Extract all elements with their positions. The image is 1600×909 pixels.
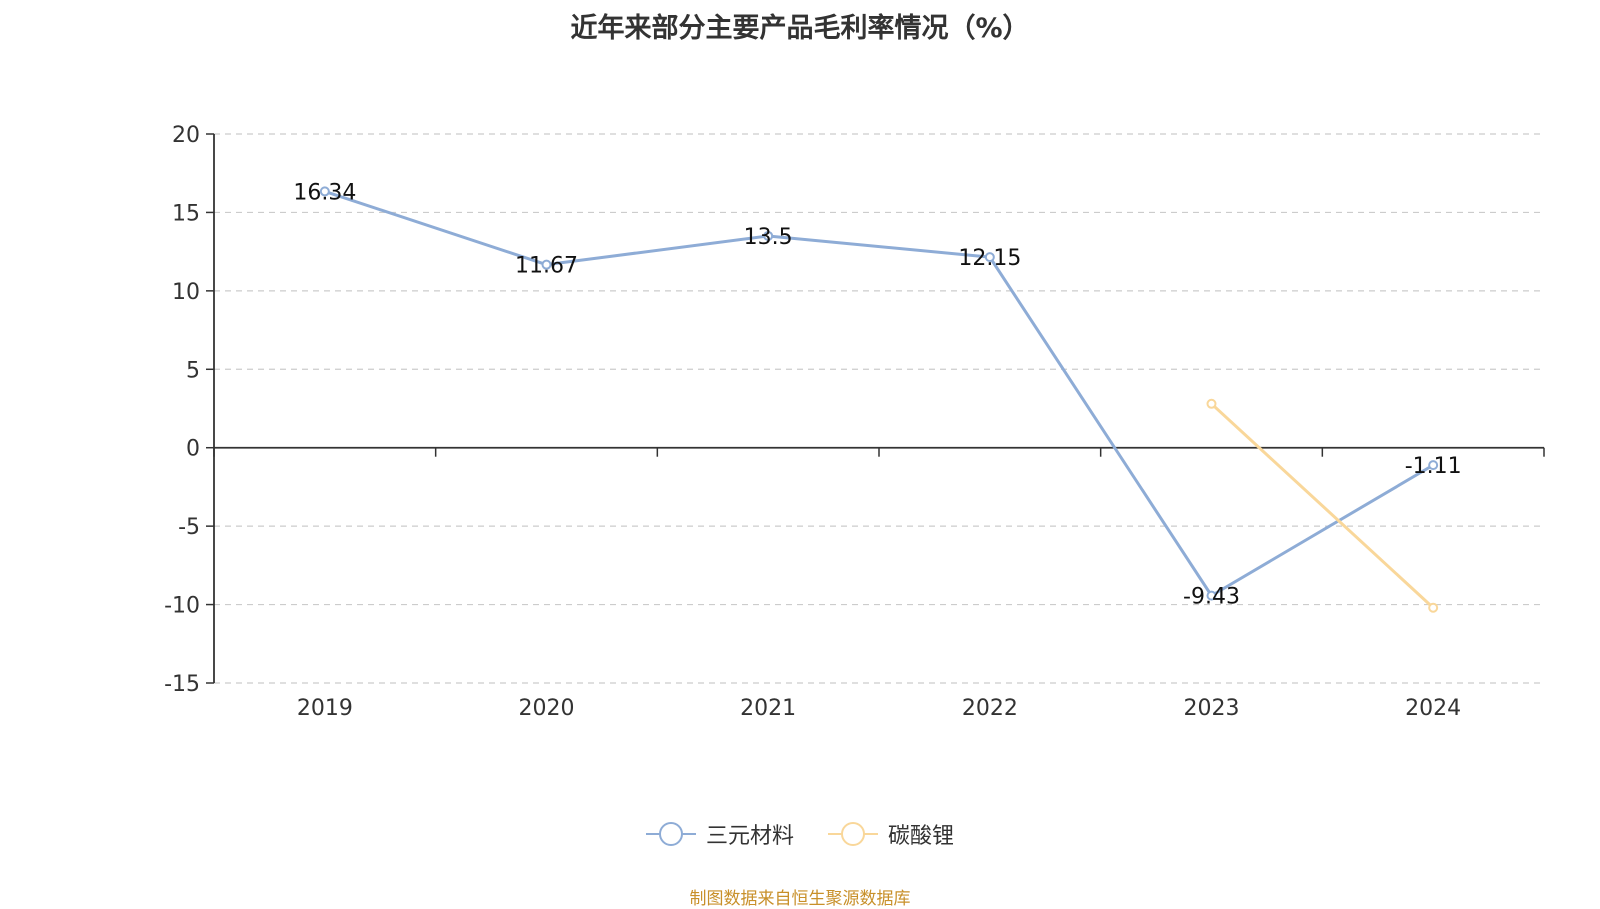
y-tick-label: 15 xyxy=(172,201,200,226)
y-tick-label: 0 xyxy=(186,437,200,462)
legend-label-series-1: 三元材料 xyxy=(705,824,794,849)
data-label: 16.34 xyxy=(293,180,356,205)
series-line-2 xyxy=(1210,402,1435,609)
data-point xyxy=(984,252,995,263)
data-point xyxy=(319,186,330,197)
legend-item-series-2[interactable]: 碳酸锂 xyxy=(828,818,954,850)
y-tick-label: -5 xyxy=(178,515,200,540)
data-point xyxy=(1206,590,1217,601)
legend: 三元材料 碳酸锂 xyxy=(0,818,1600,850)
source-note: 制图数据来自恒生聚源数据库 xyxy=(689,889,911,909)
x-tick-label: 2019 xyxy=(297,696,353,721)
y-tick-label: 5 xyxy=(186,358,200,383)
legend-item-series-1[interactable]: 三元材料 xyxy=(645,818,794,850)
y-tick-label: -15 xyxy=(164,672,200,697)
data-point xyxy=(1428,460,1439,471)
data-label: 11.67 xyxy=(515,254,578,279)
series-line-1 xyxy=(324,189,1434,598)
data-point xyxy=(1206,398,1217,409)
data-point xyxy=(541,259,552,270)
legend-label-series-2: 碳酸锂 xyxy=(888,824,955,849)
legend-marker-series-2 xyxy=(828,821,878,847)
data-label: 13.5 xyxy=(744,225,793,250)
x-tick-label: 2023 xyxy=(1184,696,1240,721)
y-tick-label: 20 xyxy=(172,123,200,148)
y-tick-label: -10 xyxy=(164,594,200,619)
x-tick-label: 2024 xyxy=(1405,696,1461,721)
data-label: -1.11 xyxy=(1405,454,1462,479)
legend-marker-series-1 xyxy=(645,821,696,847)
y-tick-label: 10 xyxy=(172,280,200,305)
x-tick-label: 2021 xyxy=(740,696,796,721)
data-point xyxy=(763,230,774,241)
x-tick-label: 2020 xyxy=(519,696,575,721)
data-label: 12.15 xyxy=(958,246,1021,271)
x-tick-label: 2022 xyxy=(962,696,1018,721)
data-point xyxy=(1428,602,1439,613)
data-label: -9.43 xyxy=(1183,585,1240,610)
chart-title: 近年来部分主要产品毛利率情况（%） xyxy=(570,13,1030,44)
